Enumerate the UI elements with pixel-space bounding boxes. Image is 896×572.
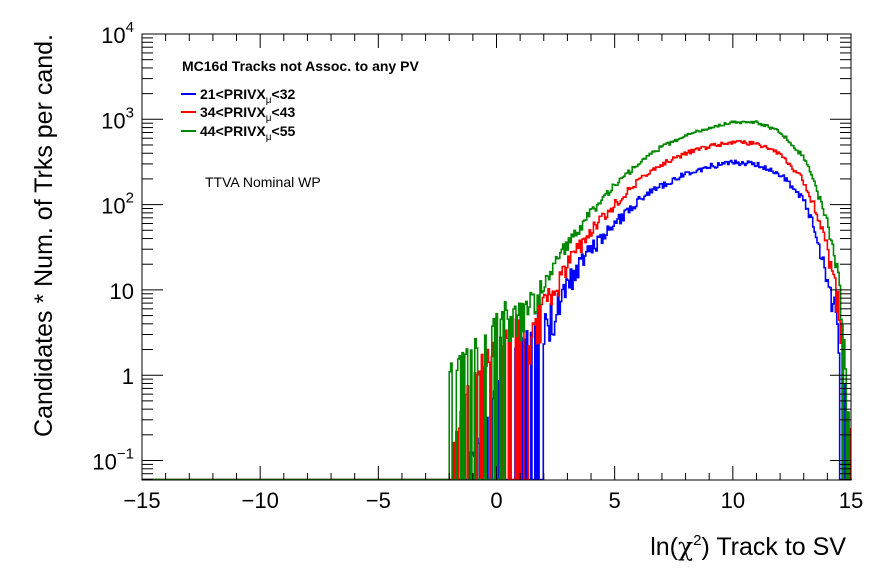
y-tick-label: 10: [110, 279, 134, 304]
y-tick-label: 102: [101, 190, 134, 219]
x-tick-label: −15: [123, 488, 160, 513]
x-tick-label: −5: [366, 488, 391, 513]
series-2: [142, 120, 852, 481]
y-tick-label: 104: [101, 19, 134, 48]
y-tick-label: 1: [122, 364, 134, 389]
x-tick-label: 5: [609, 488, 621, 513]
tick-layer: −15 −10 −5 0 5 10 15 10−1 1 10 102 103 104: [92, 19, 863, 513]
y-tick-label: 10−1: [92, 446, 134, 475]
legend: MC16d Tracks not Assoc. to any PV 21<PRI…: [181, 58, 419, 143]
x-tick-label: 10: [721, 488, 745, 513]
x-tick-label: −10: [242, 488, 279, 513]
y-axis-title: Candidates * Num. of Trks per cand.: [30, 34, 58, 437]
legend-entry-44-55: 44<PRIVXμ<55: [200, 123, 295, 143]
y-tick-label: 103: [101, 104, 134, 133]
legend-entry-34-43: 34<PRIVXμ<43: [200, 104, 295, 124]
series-line: [142, 120, 852, 481]
x-tick-label: 15: [839, 488, 863, 513]
legend-title: MC16d Tracks not Assoc. to any PV: [182, 58, 419, 74]
x-tick-label: 0: [490, 488, 502, 513]
series-layer: [142, 120, 852, 481]
x-axis-title: ln(χ2) Track to SV: [650, 532, 846, 561]
ttva-annotation: TTVA Nominal WP: [205, 174, 321, 190]
legend-entry-21-32: 21<PRIVXμ<32: [200, 86, 295, 106]
